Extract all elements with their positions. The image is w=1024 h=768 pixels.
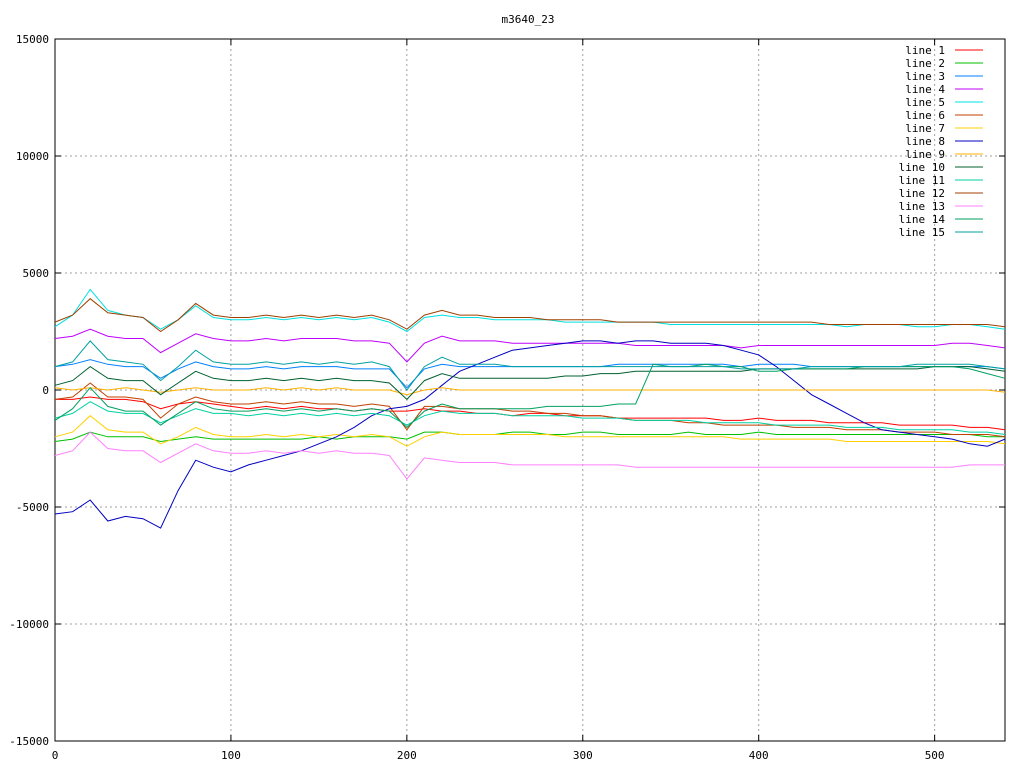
series-line-3 — [54, 359, 1006, 389]
series-line-15 — [54, 340, 1006, 391]
legend-label: line 12 — [899, 187, 945, 200]
legend-label: line 3 — [905, 70, 945, 83]
legend-label: line 4 — [905, 83, 945, 96]
y-tick-label: 15000 — [16, 33, 49, 46]
y-tick-label: -10000 — [9, 618, 49, 631]
series-line-14 — [54, 363, 1006, 429]
series-line-10 — [54, 365, 1006, 401]
series-line-6 — [54, 382, 1006, 438]
y-tick-label: 5000 — [23, 267, 50, 280]
series-line-9 — [54, 387, 1006, 396]
y-tick-label: 0 — [42, 384, 49, 397]
series-group — [54, 288, 1006, 529]
series-line-11 — [54, 401, 1006, 435]
legend-label: line 13 — [899, 200, 945, 213]
legend-label: line 15 — [899, 226, 945, 239]
y-tick-label: -15000 — [9, 735, 49, 748]
series-line-5 — [54, 288, 1006, 333]
series-line-1 — [55, 396, 1006, 431]
series-line-13 — [54, 431, 1005, 480]
legend-label: line 1 — [905, 44, 945, 57]
legend-label: line 11 — [899, 174, 945, 187]
legend-label: line 5 — [905, 96, 945, 109]
x-tick-label: 200 — [397, 749, 417, 762]
legend-label: line 7 — [905, 122, 945, 135]
series-line-12 — [54, 298, 1006, 333]
legend-label: line 10 — [899, 161, 945, 174]
legend-label: line 9 — [905, 148, 945, 161]
y-tick-label: 10000 — [16, 150, 49, 163]
x-tick-label: 0 — [52, 749, 59, 762]
x-tick-label: 400 — [749, 749, 769, 762]
y-tick-label: -5000 — [16, 501, 49, 514]
legend-label: line 6 — [905, 109, 945, 122]
series-line-2 — [54, 431, 1005, 443]
series-line-4 — [54, 328, 1006, 363]
legend-label: line 8 — [905, 135, 945, 148]
x-tick-label: 500 — [925, 749, 945, 762]
series-line-7 — [54, 415, 1006, 447]
axes: 0 100 200 300 400 500 -15000 -10000 -5000 0 5000 10… — [9, 33, 1006, 762]
chart-title: m3640_23 — [502, 13, 555, 26]
legend-label: line 2 — [905, 57, 945, 70]
legend-label: line 14 — [899, 213, 946, 226]
x-tick-label: 100 — [221, 749, 241, 762]
series-line-8 — [54, 340, 1006, 529]
x-tick-label: 300 — [573, 749, 593, 762]
